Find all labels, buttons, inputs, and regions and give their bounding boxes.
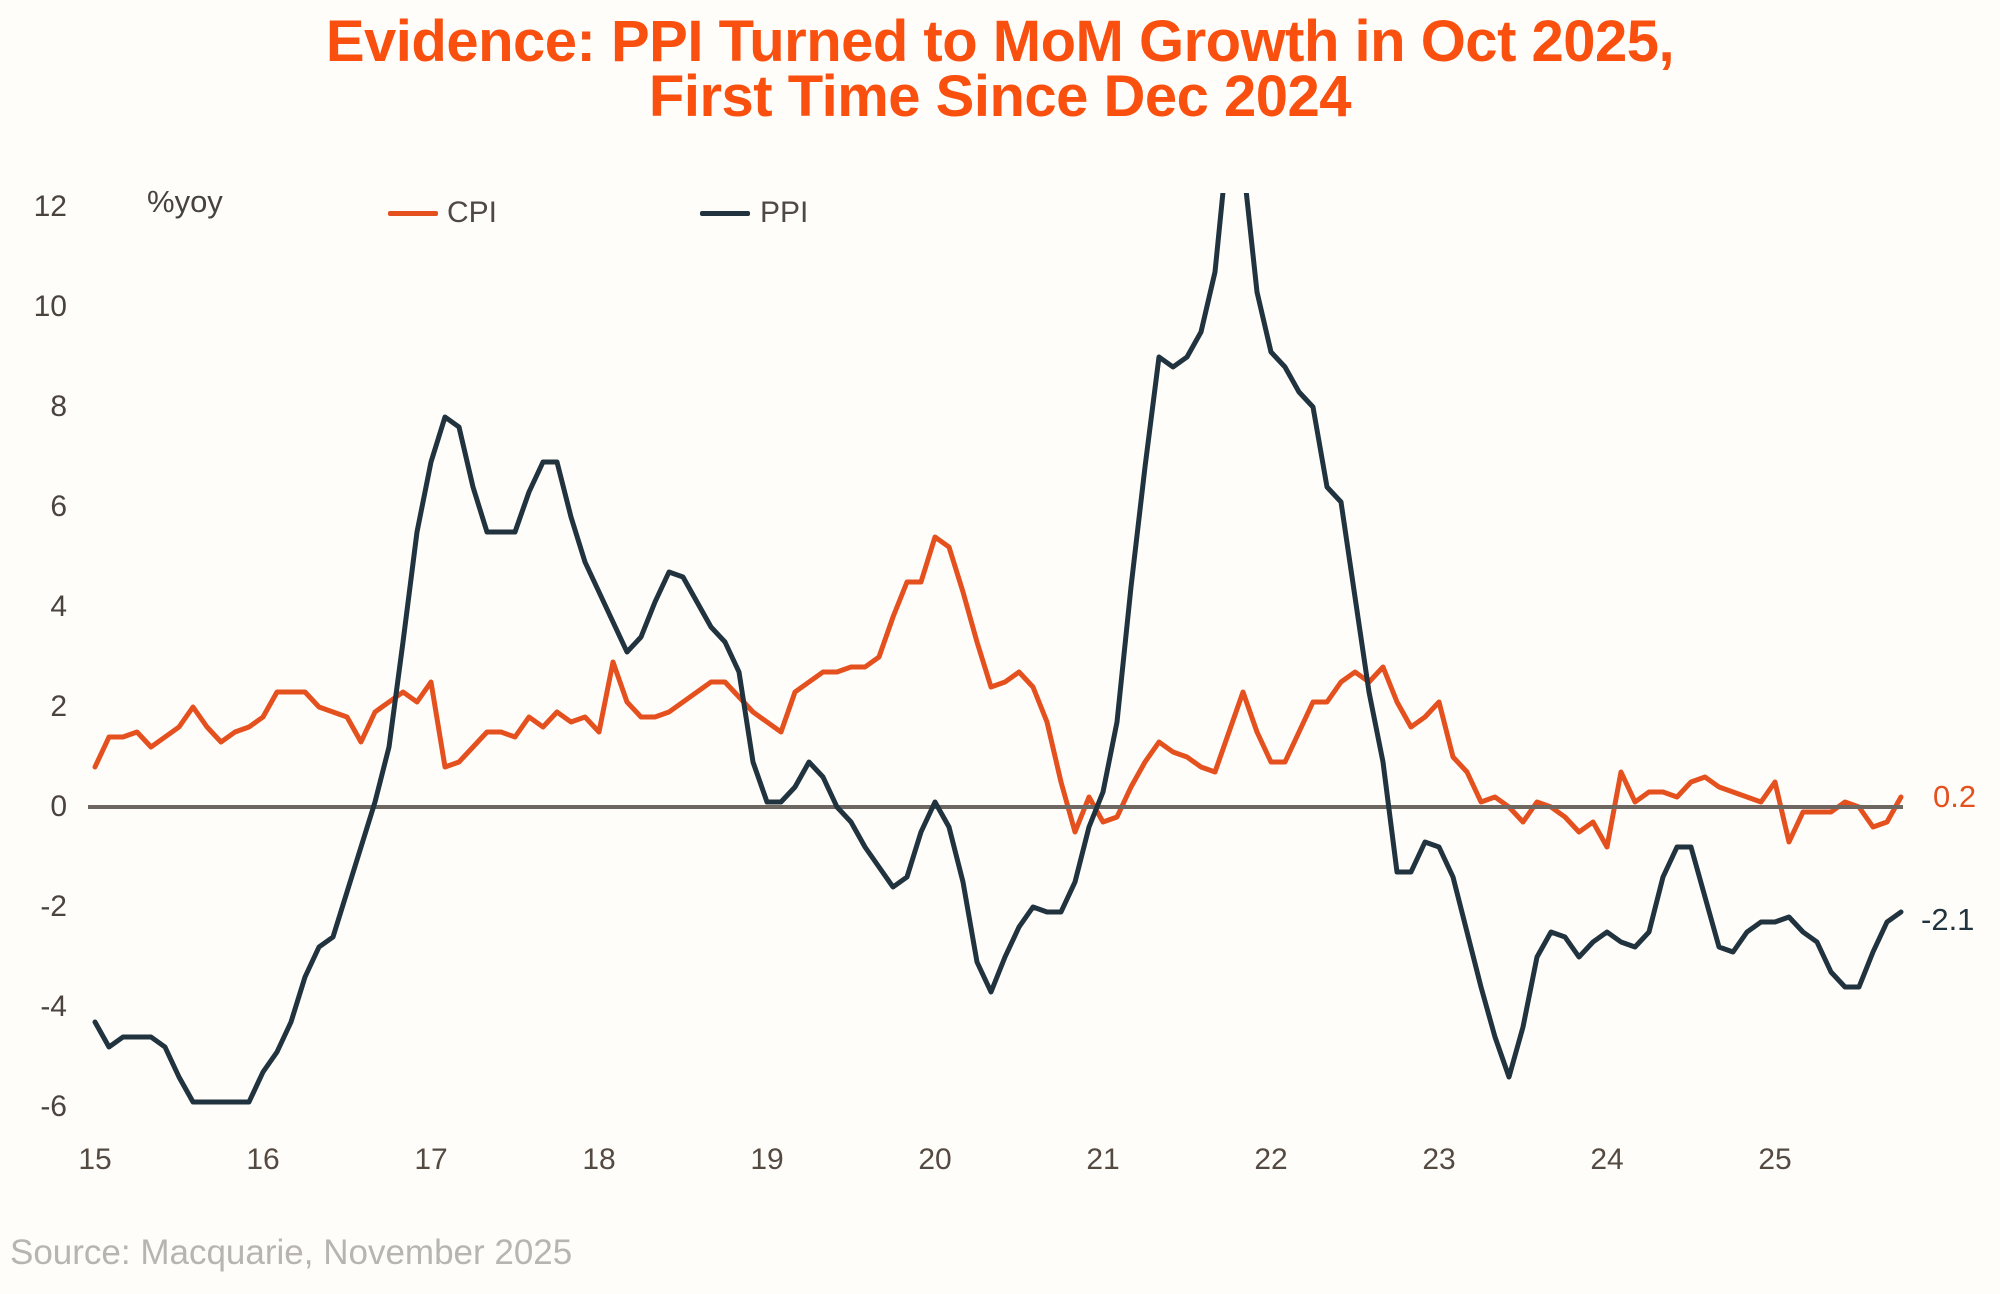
x-tick-18: 18 xyxy=(582,1143,616,1176)
y-tick-0: 0 xyxy=(50,790,67,823)
ppi-line xyxy=(92,193,1904,1105)
y-tick-neg6: -6 xyxy=(40,1090,67,1123)
y-tick-neg2: -2 xyxy=(40,890,67,923)
y-tick-4: 4 xyxy=(50,590,67,623)
x-tick-19: 19 xyxy=(750,1143,784,1176)
y-tick-neg4: -4 xyxy=(40,990,67,1023)
x-tick-15: 15 xyxy=(78,1143,112,1176)
y-tick-2: 2 xyxy=(50,690,67,723)
cpi-line xyxy=(92,534,1904,850)
y-tick-10: 10 xyxy=(33,290,67,323)
ppi-end-value-label: -2.1 xyxy=(1921,902,1975,937)
y-tick-8: 8 xyxy=(50,390,67,423)
plot-area xyxy=(88,193,1904,1105)
source-note: Source: Macquarie, November 2025 xyxy=(10,1233,573,1272)
chart-title-line2: First Time Since Dec 2024 xyxy=(648,64,1352,129)
x-tick-17: 17 xyxy=(414,1143,448,1176)
x-tick-22: 22 xyxy=(1254,1143,1288,1176)
y-tick-6: 6 xyxy=(50,490,67,523)
x-tick-21: 21 xyxy=(1086,1143,1120,1176)
x-tick-20: 20 xyxy=(918,1143,952,1176)
y-axis-unit-label: %yoy xyxy=(147,184,223,219)
x-tick-24: 24 xyxy=(1590,1143,1624,1176)
legend-cpi-swatch xyxy=(388,211,438,216)
x-tick-16: 16 xyxy=(246,1143,280,1176)
cpi-end-value-label: 0.2 xyxy=(1933,779,1977,814)
legend-cpi-label: CPI xyxy=(447,196,498,229)
legend-ppi-label: PPI xyxy=(760,196,809,229)
chart-title-line1: Evidence: PPI Turned to MoM Growth in Oc… xyxy=(325,9,1675,74)
x-tick-23: 23 xyxy=(1422,1143,1456,1176)
chart-title: Evidence: PPI Turned to MoM Growth in Oc… xyxy=(0,9,2000,129)
x-tick-25: 25 xyxy=(1758,1143,1792,1176)
legend-ppi-swatch xyxy=(700,211,750,216)
y-tick-12: 12 xyxy=(33,190,67,223)
